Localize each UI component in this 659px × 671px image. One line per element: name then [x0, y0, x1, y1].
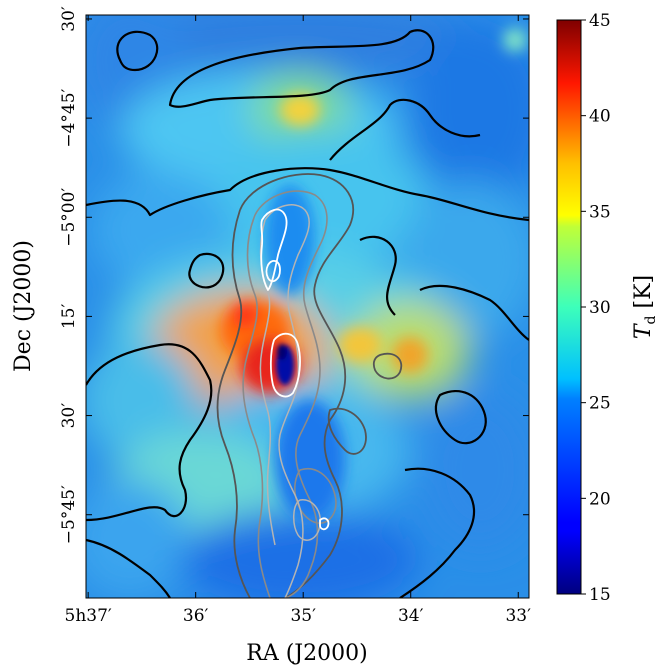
y-tick-label: 15′: [59, 304, 79, 330]
y-tick-label: −4°45′: [59, 88, 79, 147]
colorbar-tick-label: 30: [589, 298, 611, 318]
colorbar-title: Td [K]: [631, 275, 659, 339]
plot-area: [85, 14, 530, 599]
x-tick-label: 36′: [183, 606, 209, 626]
colorbar-axis: 45 40 35 30 25 20 15: [581, 11, 611, 605]
colorbar-title-unit: [K]: [631, 275, 656, 316]
colorbar-tick-label: 35: [589, 202, 611, 222]
y-tick-label: 30′: [59, 6, 79, 32]
y-axis-title: Dec (J2000): [11, 240, 36, 372]
contour-level-5: [260, 208, 330, 531]
y-tick-label: −5°45′: [59, 485, 79, 544]
contour-level-1: [86, 29, 529, 598]
colorbar-tick-label: 20: [589, 489, 611, 509]
temperature-map: [86, 15, 529, 598]
x-axis: 5h37′ 36′ 35′ 34′ 33′: [65, 15, 531, 626]
x-tick-label: 33′: [505, 606, 531, 626]
y-axis: 30′ −4°45′ −5°00′ 15′ 30′ −5°45′: [59, 6, 529, 544]
x-tick-label: 35′: [290, 606, 316, 626]
colorbar-tick-label: 25: [589, 394, 611, 414]
x-tick-label: 5h37′: [65, 606, 112, 626]
colorbar-tick-label: 15: [589, 585, 611, 605]
colorbar-title-main: T: [631, 322, 656, 339]
contour-level-2: [216, 173, 403, 598]
colorbar: [556, 19, 582, 595]
y-tick-label: −5°00′: [59, 188, 79, 247]
colorbar-tick-label: 45: [589, 11, 611, 31]
colorbar-tick-label: 40: [589, 107, 611, 127]
colorbar-gradient: [556, 19, 582, 595]
contour-lines: [86, 29, 529, 598]
colorbar-title-sub: d: [643, 315, 659, 324]
x-axis-title: RA (J2000): [246, 641, 367, 666]
x-tick-label: 34′: [398, 606, 424, 626]
y-tick-label: 30′: [59, 403, 79, 429]
